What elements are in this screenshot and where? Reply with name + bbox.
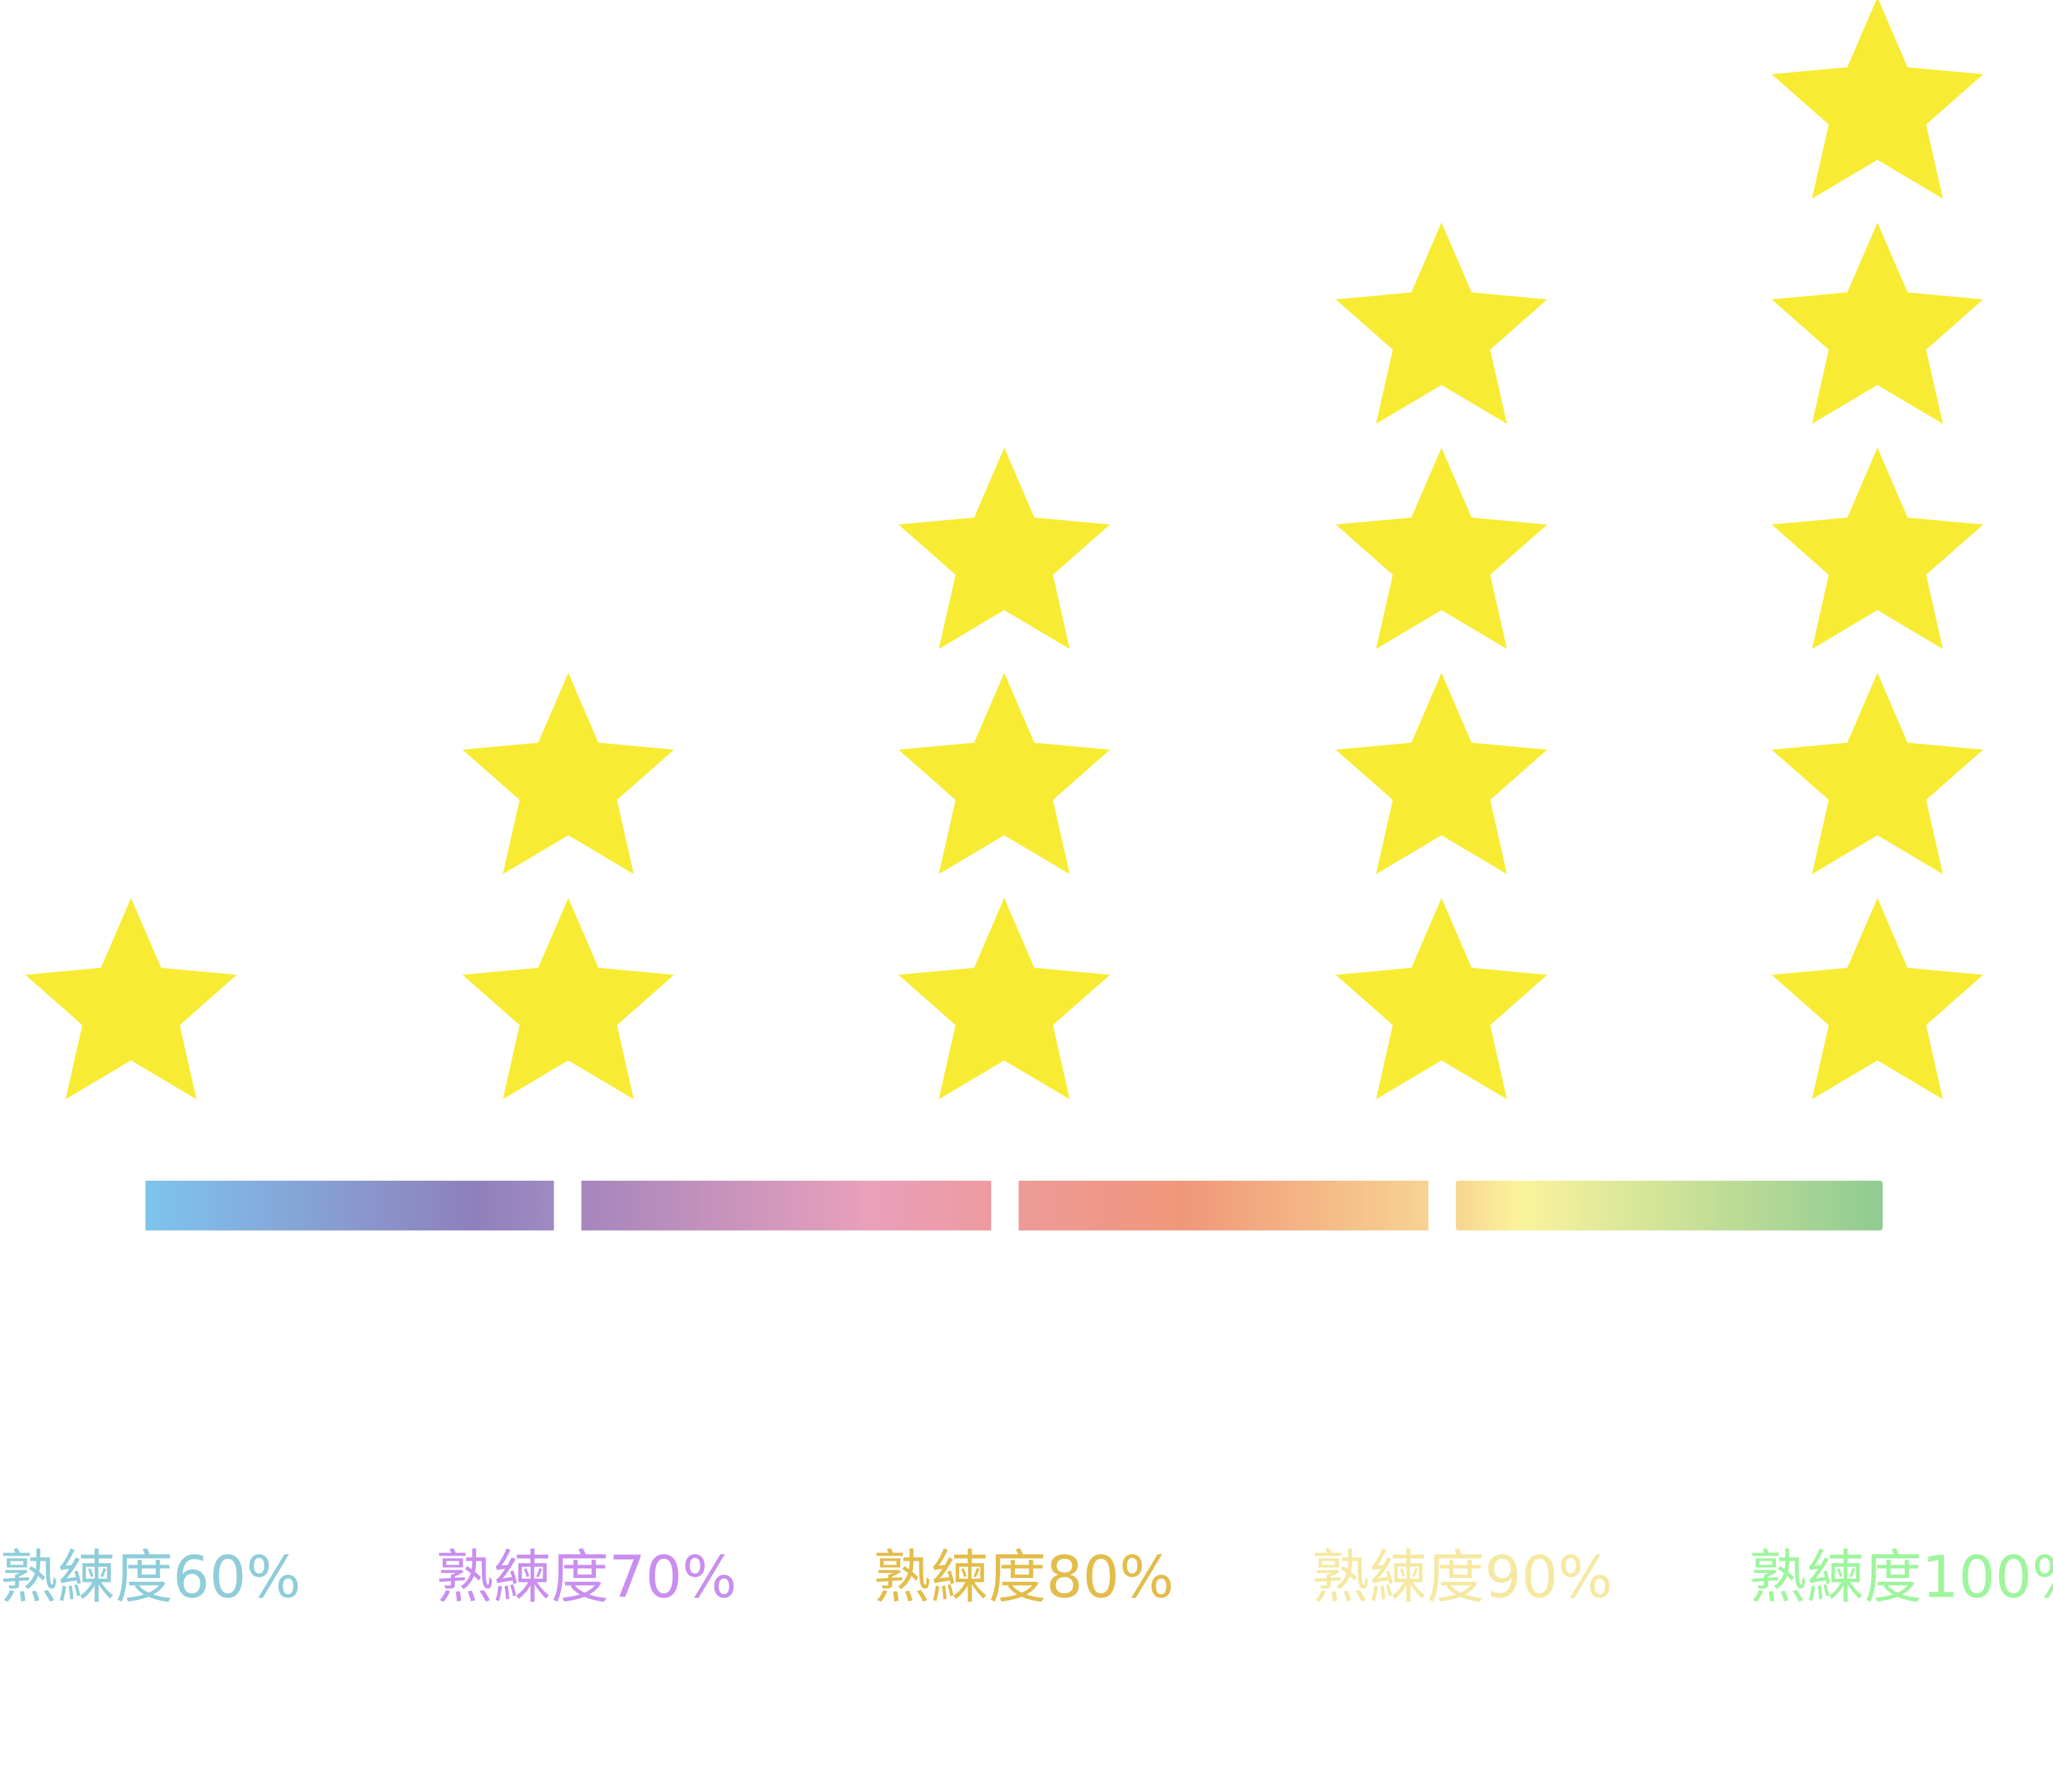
level-label: 熟練度100% [1749, 1545, 2053, 1611]
star [898, 447, 1110, 649]
star [1335, 447, 1547, 649]
level-label: 熟練度70% [436, 1545, 737, 1611]
bar-segment [145, 1180, 554, 1231]
star [1771, 447, 1984, 649]
star-column [898, 447, 1110, 1099]
bar-segment [1456, 1180, 1883, 1231]
star [1771, 222, 1984, 424]
star [898, 898, 1110, 1099]
level-label: 熟練度80% [873, 1545, 1174, 1611]
bar-segment [581, 1180, 991, 1231]
star [1771, 673, 1984, 875]
star [1335, 898, 1547, 1099]
level-label: 熟練度60% [0, 1545, 301, 1611]
level-label: 熟練度90% [1312, 1545, 1612, 1611]
star [1771, 0, 1984, 199]
gradient-bar [145, 1180, 1883, 1231]
star [898, 673, 1110, 875]
star [462, 898, 674, 1099]
star [462, 673, 674, 875]
star [1335, 673, 1547, 875]
star-column [1771, 0, 1984, 1099]
star-column [1335, 222, 1547, 1099]
star [1771, 898, 1984, 1099]
bar-segment [1018, 1180, 1429, 1231]
star-column [462, 673, 674, 1099]
star [25, 898, 237, 1099]
star-column [25, 898, 237, 1099]
star [1335, 222, 1547, 424]
